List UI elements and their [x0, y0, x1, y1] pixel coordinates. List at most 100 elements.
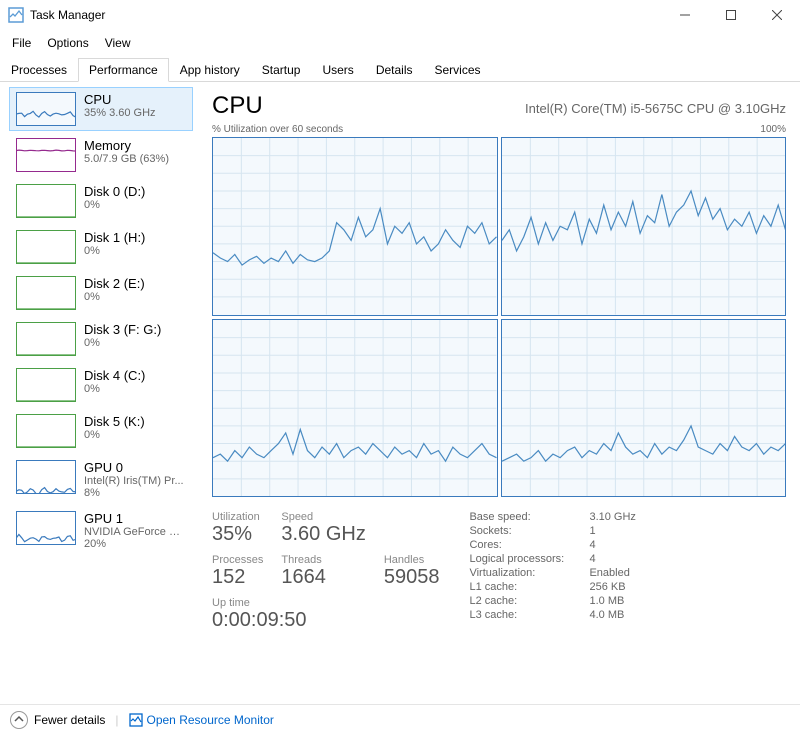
menu-item-options[interactable]: Options — [39, 32, 96, 54]
sidebar-item-name: Disk 1 (H:) — [84, 230, 186, 245]
titlebar: Task Manager — [0, 0, 800, 30]
sidebar-item-name: CPU — [84, 92, 186, 107]
sidebar-item-sub: 0% — [84, 291, 186, 303]
content-header: CPU Intel(R) Core(TM) i5-5675C CPU @ 3.1… — [212, 92, 786, 120]
sidebar-thumb — [16, 276, 76, 310]
chevron-up-icon — [10, 711, 28, 729]
sidebar-item-name: Memory — [84, 138, 186, 153]
sidebar-item-sub: 0% — [84, 245, 186, 257]
minimize-button[interactable] — [662, 0, 708, 30]
sidebar-item-disk-1-h-[interactable]: Disk 1 (H:) 0% — [10, 226, 192, 268]
spec-virtualization-: Virtualization:Enabled — [469, 567, 635, 579]
sidebar-item-name: Disk 0 (D:) — [84, 184, 186, 199]
sidebar-item-disk-3-f-g-[interactable]: Disk 3 (F: G:) 0% — [10, 318, 192, 360]
stat-value: 152 — [212, 566, 263, 589]
cpu-model-text: Intel(R) Core(TM) i5-5675C CPU @ 3.10GHz — [525, 101, 786, 116]
spec-l1-cache-: L1 cache:256 KB — [469, 581, 635, 593]
window-title: Task Manager — [30, 8, 662, 22]
stat-handles: Handles 59058 — [384, 554, 440, 595]
sidebar-item-sub2: 20% — [84, 538, 186, 550]
sidebar-item-name: Disk 5 (K:) — [84, 414, 186, 429]
stat-threads: Threads 1664 — [281, 554, 365, 595]
stats-right: Base speed:3.10 GHzSockets:1Cores:4Logic… — [469, 511, 635, 638]
tab-processes[interactable]: Processes — [0, 58, 78, 82]
stat-value: 1664 — [281, 566, 365, 589]
sidebar-item-cpu[interactable]: CPU 35% 3.60 GHz — [9, 87, 193, 131]
spec-key: Logical processors: — [469, 553, 589, 565]
spec-value: 256 KB — [589, 581, 625, 593]
spec-value: 1 — [589, 525, 595, 537]
window-controls — [662, 0, 800, 30]
fewer-details-button[interactable]: Fewer details — [10, 711, 105, 729]
stat-processes: Processes 152 — [212, 554, 263, 595]
cpu-chart-panel-1 — [501, 137, 787, 316]
sidebar-thumb — [16, 184, 76, 218]
page-title: CPU — [212, 92, 525, 120]
task-manager-icon — [8, 7, 24, 23]
chart-caption: % Utilization over 60 seconds 100% — [212, 124, 786, 135]
spec-key: Cores: — [469, 539, 589, 551]
sidebar: CPU 35% 3.60 GHzMemory 5.0/7.9 GB (63%)D… — [0, 82, 198, 704]
sidebar-item-name: Disk 2 (E:) — [84, 276, 186, 291]
sidebar-item-gpu-0[interactable]: GPU 0 Intel(R) Iris(TM) Pr...8% — [10, 456, 192, 503]
sidebar-item-gpu-1[interactable]: GPU 1 NVIDIA GeForce G...20% — [10, 507, 192, 554]
sidebar-item-disk-5-k-[interactable]: Disk 5 (K:) 0% — [10, 410, 192, 452]
open-resource-monitor-link[interactable]: Open Resource Monitor — [129, 713, 274, 727]
tab-details[interactable]: Details — [365, 58, 424, 82]
spec-value: 4 — [589, 539, 595, 551]
maximize-icon — [726, 10, 736, 20]
sidebar-thumb — [16, 460, 76, 494]
sidebar-item-disk-2-e-[interactable]: Disk 2 (E:) 0% — [10, 272, 192, 314]
spec-key: Base speed: — [469, 511, 589, 523]
spec-key: L2 cache: — [469, 595, 589, 607]
cpu-chart-panel-0 — [212, 137, 498, 316]
sidebar-item-sub: 0% — [84, 383, 186, 395]
tab-services[interactable]: Services — [424, 58, 492, 82]
sidebar-item-sub: NVIDIA GeForce G... — [84, 526, 186, 538]
menu-item-file[interactable]: File — [4, 32, 39, 54]
chart-caption-left: % Utilization over 60 seconds — [212, 124, 343, 135]
stat-up-time: Up time 0:00:09:50 — [212, 597, 439, 638]
maximize-button[interactable] — [708, 0, 754, 30]
stats-left: Utilization 35% Speed 3.60 GHz Processes … — [212, 511, 439, 638]
spec-value: 1.0 MB — [589, 595, 624, 607]
spec-key: Sockets: — [469, 525, 589, 537]
stat-label: Processes — [212, 554, 263, 566]
spec-logical-processors-: Logical processors:4 — [469, 553, 635, 565]
spec-key: L3 cache: — [469, 609, 589, 621]
tab-users[interactable]: Users — [311, 58, 364, 82]
resource-monitor-icon — [129, 713, 143, 727]
sidebar-item-sub: 0% — [84, 337, 186, 349]
stat-speed: Speed 3.60 GHz — [281, 511, 365, 552]
stat-value: 3.60 GHz — [281, 523, 365, 546]
tabstrip: ProcessesPerformanceApp historyStartupUs… — [0, 58, 800, 82]
stat-label: Utilization — [212, 511, 263, 523]
sidebar-item-sub: 35% 3.60 GHz — [84, 107, 186, 119]
tab-performance[interactable]: Performance — [78, 58, 169, 82]
sidebar-item-sub: 0% — [84, 199, 186, 211]
tab-app-history[interactable]: App history — [169, 58, 251, 82]
sidebar-item-memory[interactable]: Memory 5.0/7.9 GB (63%) — [10, 134, 192, 176]
sidebar-item-sub: 0% — [84, 429, 186, 441]
sidebar-item-name: GPU 1 — [84, 511, 186, 526]
stat-utilization: Utilization 35% — [212, 511, 263, 552]
spec-value: 4.0 MB — [589, 609, 624, 621]
fewer-details-label: Fewer details — [34, 713, 105, 727]
sidebar-item-disk-4-c-[interactable]: Disk 4 (C:) 0% — [10, 364, 192, 406]
menu-item-view[interactable]: View — [97, 32, 139, 54]
stats-row: Utilization 35% Speed 3.60 GHz Processes … — [212, 511, 786, 638]
sidebar-thumb — [16, 511, 76, 545]
sidebar-item-sub: Intel(R) Iris(TM) Pr... — [84, 475, 186, 487]
sidebar-thumb — [16, 322, 76, 356]
stat-value: 59058 — [384, 566, 440, 589]
sidebar-item-sub: 5.0/7.9 GB (63%) — [84, 153, 186, 165]
sidebar-item-sub2: 8% — [84, 487, 186, 499]
tab-startup[interactable]: Startup — [251, 58, 312, 82]
content-pane: CPU Intel(R) Core(TM) i5-5675C CPU @ 3.1… — [198, 82, 800, 704]
sidebar-item-disk-0-d-[interactable]: Disk 0 (D:) 0% — [10, 180, 192, 222]
spec-value: 4 — [589, 553, 595, 565]
close-button[interactable] — [754, 0, 800, 30]
sidebar-thumb — [16, 92, 76, 126]
close-icon — [772, 10, 782, 20]
stat-label: Handles — [384, 554, 440, 566]
